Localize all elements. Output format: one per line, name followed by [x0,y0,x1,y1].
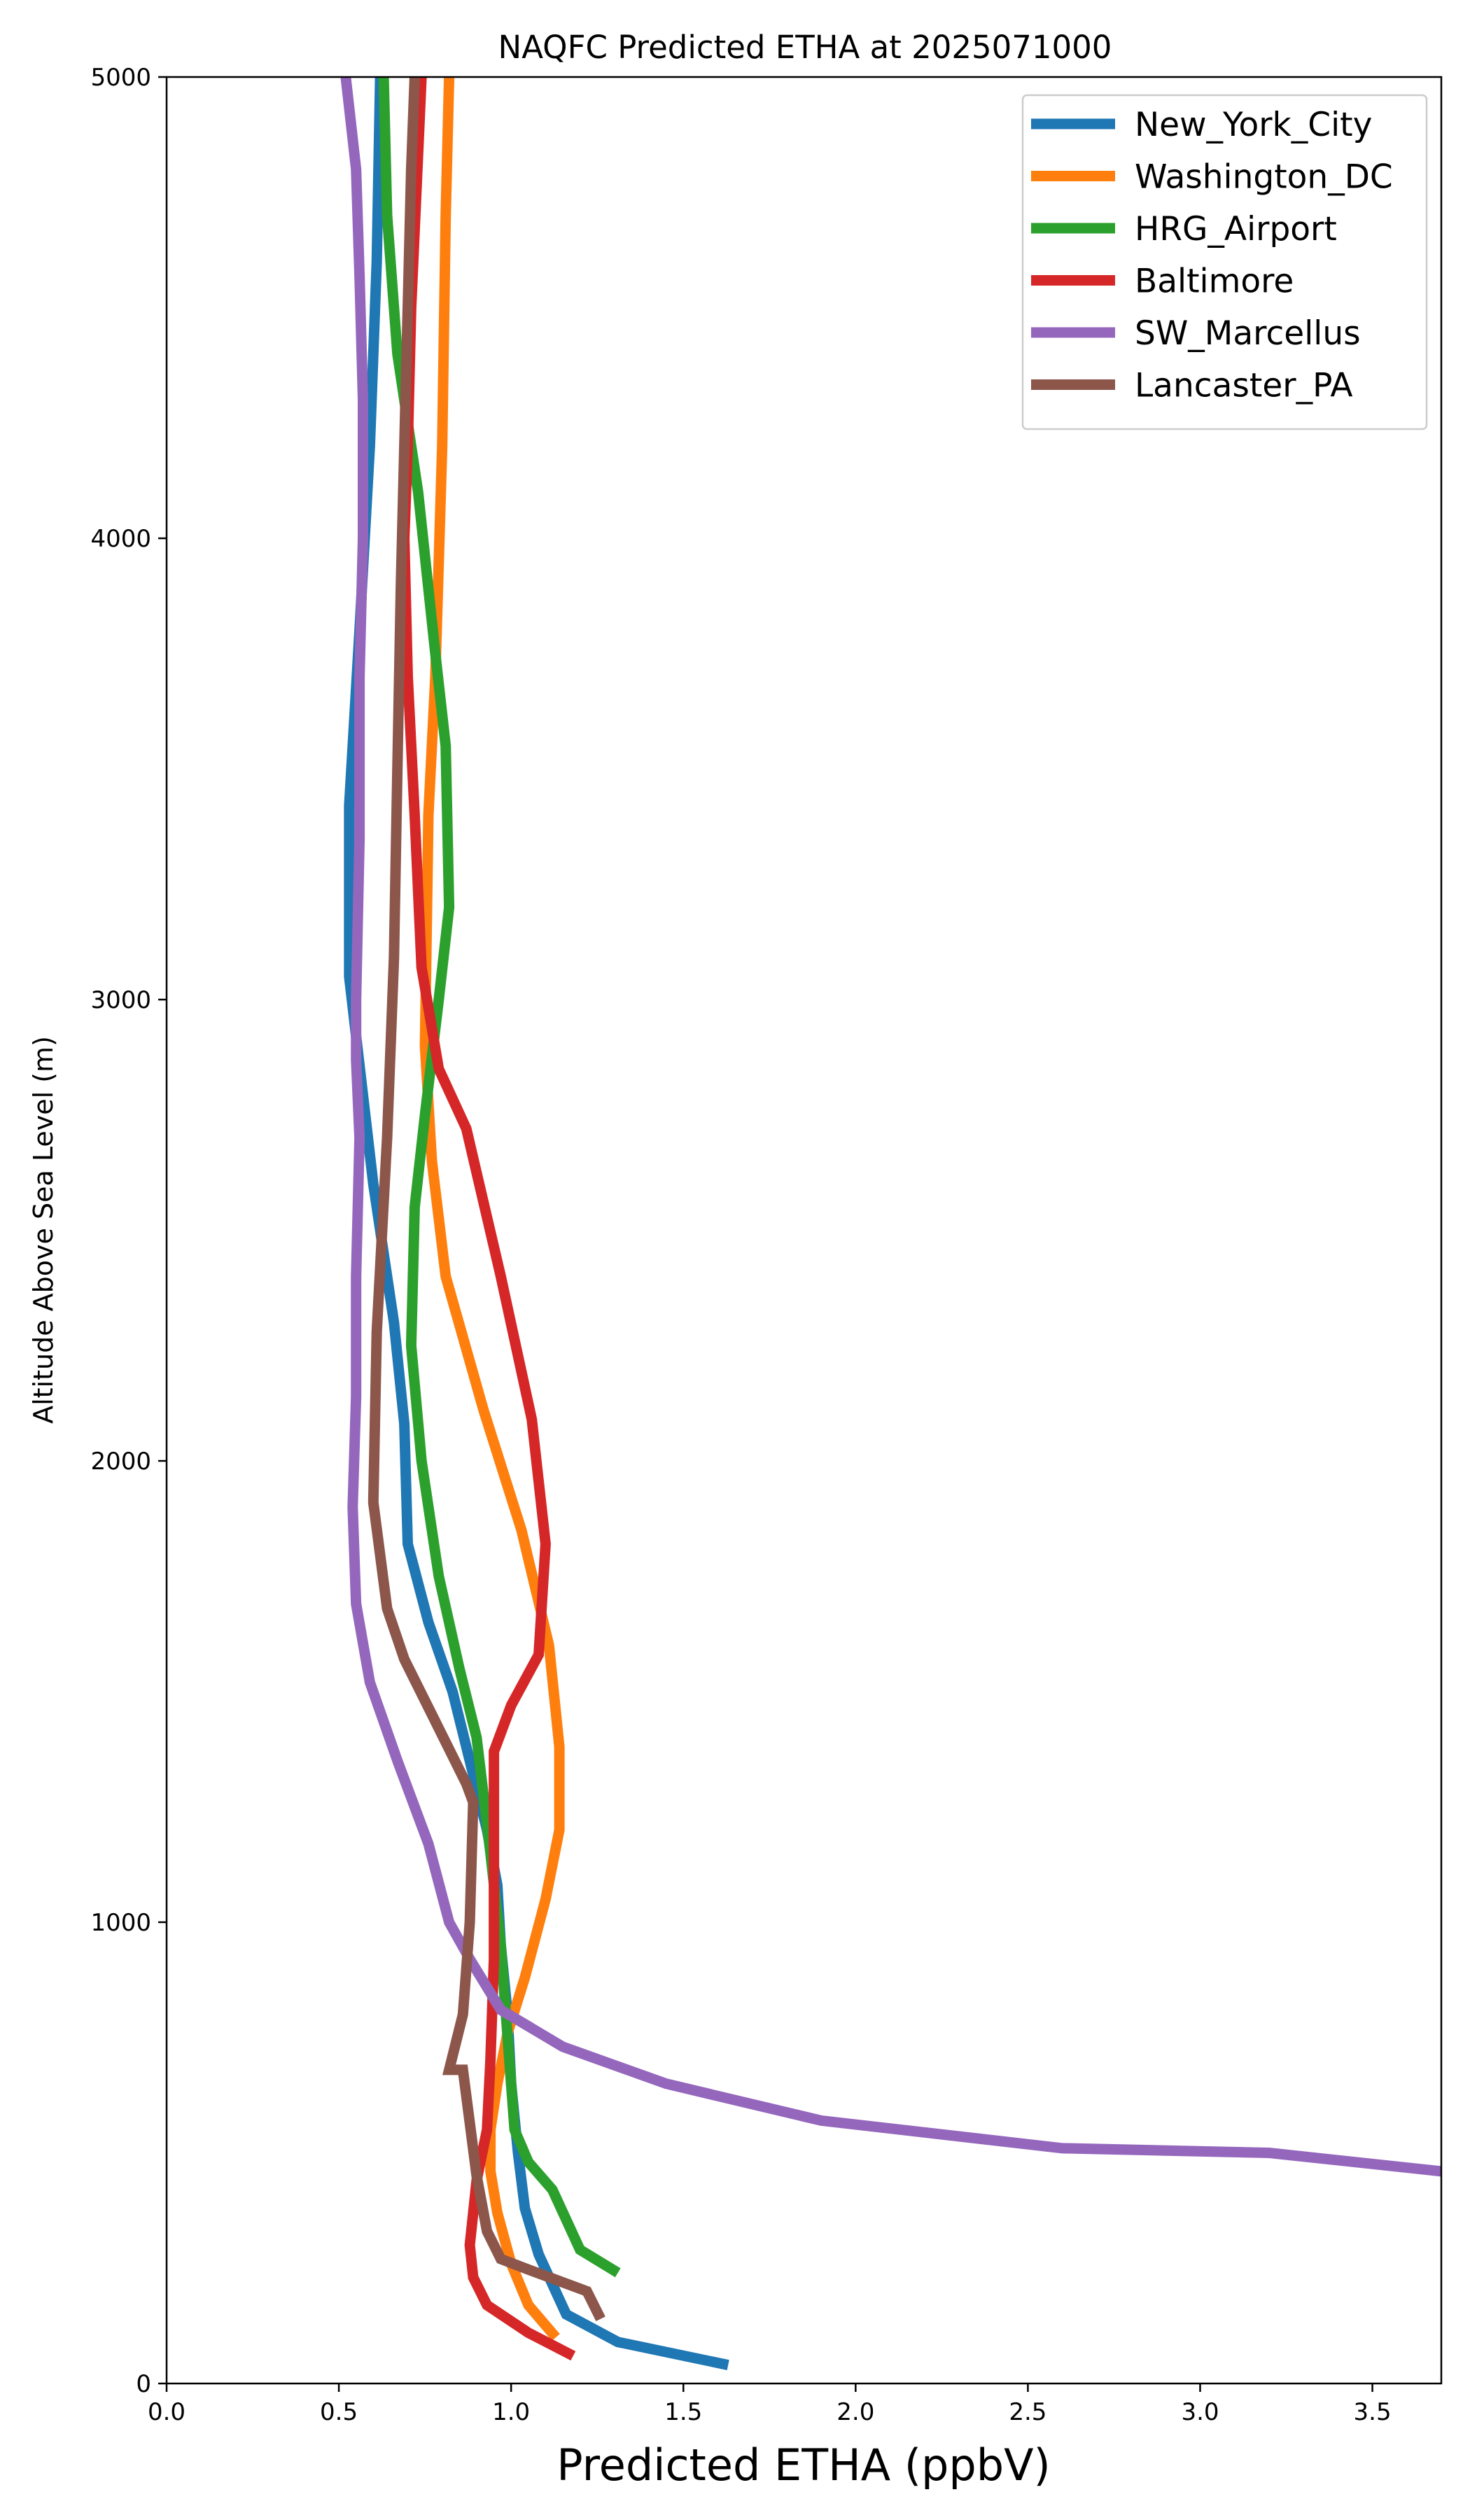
series-line-hrg-airport [378,77,621,2278]
plot-frame [165,76,1443,2385]
x-tick-label: 2.0 [836,2398,874,2426]
legend-box [1021,94,1428,430]
legend-label-new-york-city: New_York_City [1135,106,1372,144]
x-tick-label: 1.0 [492,2398,530,2426]
series-line-new-york-city [344,77,729,2370]
y-tick-label: 1000 [90,1909,151,1937]
y-tick-label: 5000 [90,64,151,92]
series-line-lancaster-pa [368,77,606,2322]
legend-label-sw-marcellus: SW_Marcellus [1135,314,1361,353]
y-tick-label: 0 [136,2370,151,2398]
legend: New_York_City Washington_DC HRG_Airport Bal… [1021,94,1428,430]
chart-title: NAQFC Predicted ETHA at 2025071000 [498,29,1112,66]
x-tick-label: 3.5 [1354,2398,1392,2426]
y-tick-label: 3000 [90,986,151,1014]
legend-label-washington-dc: Washington_DC [1135,158,1393,197]
legend-label-lancaster-pa: Lancaster_PA [1135,367,1353,405]
y-tick-label: 2000 [90,1448,151,1476]
y-axis-ticks: 0 1000 2000 3000 4000 5000 [90,64,167,2398]
x-tick-label: 3.0 [1181,2398,1219,2426]
x-axis-label: Predicted ETHA (ppbV) [556,2440,1050,2491]
series-layer [340,77,1441,2370]
legend-label-baltimore: Baltimore [1135,262,1294,301]
series-line-sw-marcellus [340,77,1441,2177]
x-tick-label: 0.0 [148,2398,186,2426]
y-axis-label: Altitude Above Sea Level (m) [28,1036,59,1424]
y-tick-label: 4000 [90,525,151,553]
series-line-baltimore [399,77,576,2361]
x-axis-ticks: 0.0 0.5 1.0 1.5 2.0 2.5 3.0 3.5 [148,2384,1392,2426]
series-line-washington-dc [419,77,565,2341]
x-tick-label: 2.5 [1009,2398,1046,2426]
legend-label-hrg-airport: HRG_Airport [1135,210,1337,248]
x-tick-label: 1.5 [664,2398,702,2426]
x-tick-label: 0.5 [320,2398,358,2426]
